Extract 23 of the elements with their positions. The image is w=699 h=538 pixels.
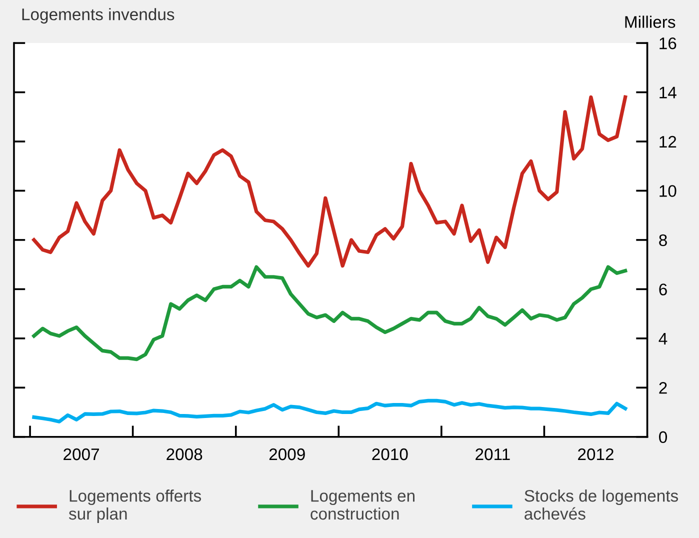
line-series	[32, 265, 628, 362]
legend-label: Stocks de logements achevés	[524, 490, 678, 520]
y-tick-label: 6	[659, 284, 667, 296]
x-tick-label: 2010	[372, 448, 408, 460]
x-tick-label: 2008	[166, 448, 202, 460]
x-tick-label: 2007	[64, 448, 99, 460]
y-tick-label: 12	[660, 136, 676, 148]
y-tick-label: 10	[660, 185, 676, 197]
y-tick-label: 8	[659, 234, 667, 246]
y-tick-label: 16	[660, 37, 676, 50]
x-tick-label: 2009	[269, 448, 305, 460]
y-tick-label: 2	[659, 382, 667, 394]
x-tick-label: 2011	[476, 448, 510, 460]
chart-title: Logements invendus	[22, 8, 174, 24]
y-tick-label: 14	[660, 86, 676, 98]
y-tick-label: 0	[659, 431, 667, 444]
y-tick-label: 4	[658, 332, 668, 344]
legend-label: Logements en construction	[310, 490, 414, 520]
legend-label: Logements offerts sur plan	[68, 490, 202, 523]
y-axis-title: Milliers	[625, 16, 676, 28]
line-series	[32, 398, 628, 424]
x-tick-label: 2012	[578, 448, 614, 460]
line-series	[32, 95, 628, 268]
